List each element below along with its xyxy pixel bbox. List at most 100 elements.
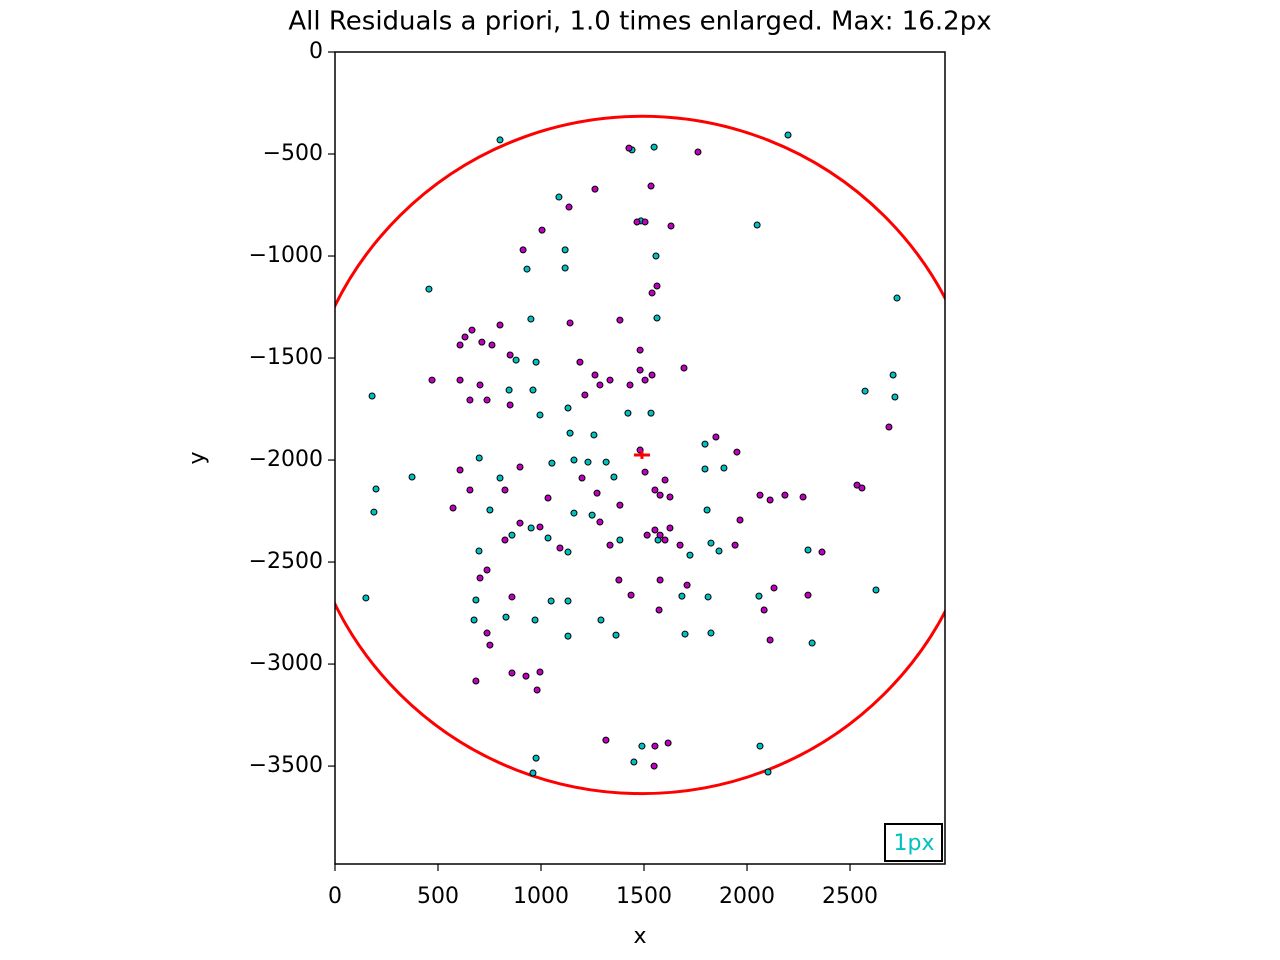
residual-point	[636, 366, 644, 374]
residual-point	[475, 454, 483, 462]
x-tick-label: 1000	[513, 884, 569, 909]
y-tick-label: −2000	[249, 447, 323, 472]
residual-point	[770, 584, 778, 592]
y-axis-label: y	[185, 451, 210, 464]
residual-point	[694, 148, 702, 156]
residual-point	[652, 252, 660, 260]
residual-point	[891, 393, 899, 401]
residual-point	[555, 193, 563, 201]
fov-circle	[335, 114, 945, 796]
residual-point	[483, 566, 491, 574]
x-tick-label: 2500	[822, 884, 878, 909]
residual-point	[650, 143, 658, 151]
residual-point	[804, 546, 812, 554]
residual-point	[707, 629, 715, 637]
residual-point	[861, 387, 869, 395]
chart-title: All Residuals a priori, 1.0 times enlarg…	[288, 7, 991, 37]
residual-point	[472, 677, 480, 685]
residual-point	[627, 591, 635, 599]
residual-point	[527, 524, 535, 532]
residual-point	[529, 386, 537, 394]
residual-point	[522, 672, 530, 680]
residual-point	[885, 423, 893, 431]
residual-point	[536, 411, 544, 419]
residual-point	[532, 754, 540, 762]
residual-point	[597, 616, 605, 624]
residual-point	[538, 226, 546, 234]
residual-point	[764, 768, 772, 776]
residual-point	[651, 526, 659, 534]
residual-point	[712, 433, 720, 441]
residual-point	[576, 358, 584, 366]
residual-point	[703, 506, 711, 514]
residual-point	[486, 506, 494, 514]
residual-point	[647, 409, 655, 417]
residual-point	[808, 639, 816, 647]
residual-point	[527, 315, 535, 323]
residual-point	[781, 491, 789, 499]
residual-point	[683, 581, 691, 589]
residual-point	[596, 518, 604, 526]
residual-point	[532, 358, 540, 366]
x-tick-label: 2000	[719, 884, 775, 909]
residual-point	[666, 524, 674, 532]
residual-point	[602, 458, 610, 466]
residual-point	[590, 431, 598, 439]
residual-point	[449, 504, 457, 512]
residual-point	[486, 641, 494, 649]
residual-point	[566, 429, 574, 437]
y-tick-label: −3500	[249, 753, 323, 778]
residual-point	[766, 636, 774, 644]
x-tick-label: 500	[417, 884, 459, 909]
residual-point	[701, 440, 709, 448]
residual-point	[667, 222, 675, 230]
residual-point	[650, 762, 658, 770]
x-tick-label: 1500	[616, 884, 672, 909]
residual-point	[731, 541, 739, 549]
residual-point	[626, 381, 634, 389]
residual-point	[531, 616, 539, 624]
residual-point	[653, 282, 661, 290]
residual-point	[653, 314, 661, 322]
y-tick-label: −3000	[249, 651, 323, 676]
plot-area	[335, 114, 945, 796]
residual-point	[630, 758, 638, 766]
y-tick-label: −2500	[249, 549, 323, 574]
residual-point	[501, 486, 509, 494]
x-axis-label: x	[633, 924, 646, 949]
x-tick-label: 0	[328, 884, 342, 909]
residual-point	[661, 476, 669, 484]
residual-point	[633, 218, 641, 226]
residual-point	[686, 551, 694, 559]
residual-point	[616, 501, 624, 509]
residual-point	[512, 356, 520, 364]
residual-point	[858, 484, 866, 492]
residual-point	[680, 364, 688, 372]
residual-point	[872, 586, 880, 594]
scale-label: 1px	[894, 831, 935, 856]
residual-point	[638, 742, 646, 750]
residual-point	[470, 616, 478, 624]
residual-point	[889, 371, 897, 379]
y-tick-label: −1500	[249, 345, 323, 370]
residual-point	[656, 576, 664, 584]
residual-point	[591, 371, 599, 379]
residual-point	[561, 246, 569, 254]
residual-point	[516, 463, 524, 471]
residual-point	[681, 630, 689, 638]
residual-point	[502, 613, 510, 621]
residual-point	[476, 381, 484, 389]
residual-point	[544, 494, 552, 502]
y-tick-label: 0	[309, 39, 323, 64]
residual-point	[564, 548, 572, 556]
residual-point	[615, 576, 623, 584]
y-tick-label: −500	[263, 141, 323, 166]
y-tick-label: −1000	[249, 243, 323, 268]
residual-point	[566, 319, 574, 327]
residual-point	[536, 523, 544, 531]
residual-point	[651, 742, 659, 750]
residual-point	[523, 265, 531, 273]
residual-point	[370, 508, 378, 516]
residual-point	[578, 474, 586, 482]
residual-point	[756, 491, 764, 499]
